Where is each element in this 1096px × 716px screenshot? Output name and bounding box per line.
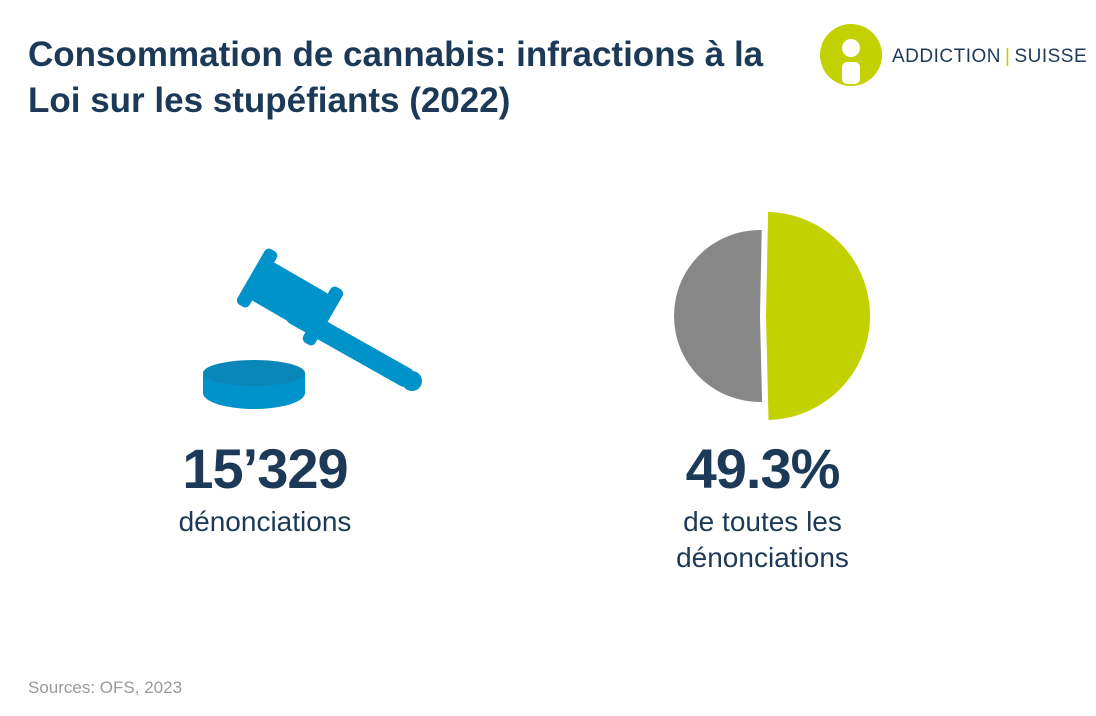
logo-separator: |	[1005, 46, 1011, 67]
metric-share-label: de toutes les dénonciations	[620, 504, 905, 576]
gavel-icon	[203, 248, 422, 409]
brand-logo: ADDICTION | SUISSE	[820, 24, 1087, 90]
metric-denunciations: 15’329 dénonciations	[115, 438, 415, 540]
pie-slice-other	[674, 230, 763, 402]
metric-denunciations-value: 15’329	[182, 437, 348, 500]
metric-share-label-line2: dénonciations	[676, 542, 849, 573]
addiction-suisse-logo-icon	[820, 24, 882, 86]
metric-share-label-line1: de toutes les	[683, 506, 842, 537]
logo-text-addiction: ADDICTION	[892, 46, 1001, 67]
page-title: Consommation de cannabis: infractions à …	[28, 35, 764, 120]
source-note: Sources: OFS, 2023	[28, 678, 183, 697]
logo-wordmark: ADDICTION | SUISSE	[892, 46, 1087, 68]
metric-share-value: 49.3%	[685, 437, 841, 500]
pie-chart	[674, 212, 871, 420]
logo-text-suisse: SUISSE	[1014, 46, 1088, 67]
metric-denunciations-label: dénonciations	[178, 506, 352, 537]
pie-slice-cannabis	[766, 212, 871, 420]
metric-share: 49.3% de toutes les dénonciations	[620, 438, 905, 576]
